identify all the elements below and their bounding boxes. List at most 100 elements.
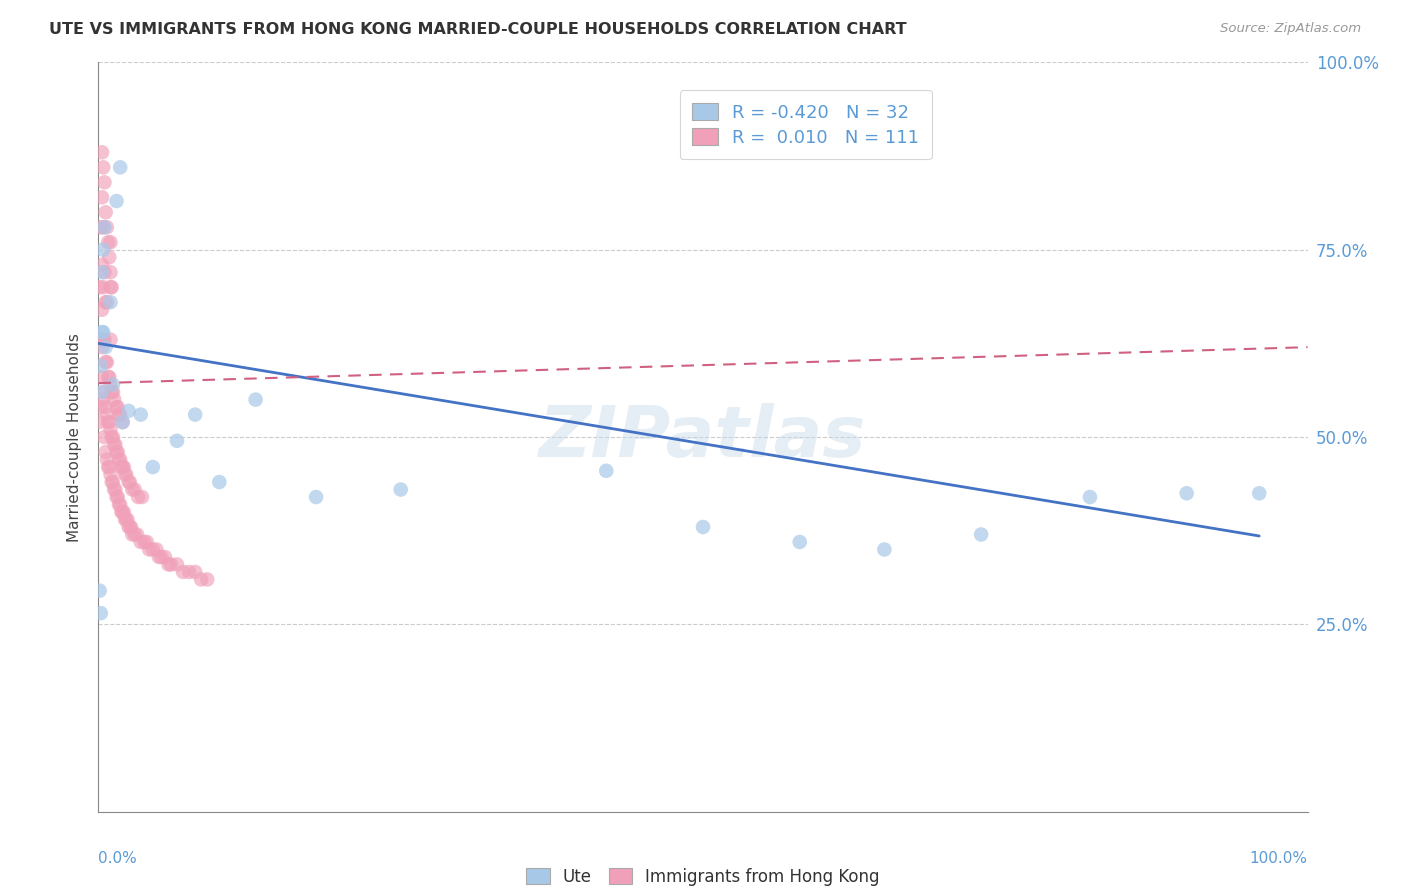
Point [91, 220, 114, 235]
Point [101, 377, 124, 392]
Point [107, 490, 129, 504]
Point [91, 280, 114, 294]
Point [91, 145, 114, 160]
Point [184, 565, 207, 579]
Point [108, 452, 131, 467]
Point [970, 527, 993, 541]
Point [873, 542, 896, 557]
Point [100, 333, 122, 347]
Point [118, 520, 141, 534]
Point [97, 460, 120, 475]
Point [195, 573, 218, 587]
Point [91, 325, 114, 339]
Point [90, 333, 112, 347]
Point [124, 527, 146, 541]
Point [111, 505, 134, 519]
Legend: Ute, Immigrants from Hong Kong: Ute, Immigrants from Hong Kong [520, 862, 886, 892]
Point [100, 265, 122, 279]
Point [142, 460, 165, 475]
Point [94, 340, 117, 354]
Point [100, 430, 122, 444]
Point [98, 415, 121, 429]
Point [90, 606, 112, 620]
Point [96, 408, 118, 422]
Point [94, 295, 117, 310]
Point [1175, 486, 1198, 500]
Text: Source: ZipAtlas.com: Source: ZipAtlas.com [1220, 22, 1361, 36]
Point [124, 483, 146, 497]
Point [93, 333, 115, 347]
Point [115, 512, 138, 526]
Point [100, 467, 122, 482]
Point [118, 520, 141, 534]
Point [108, 498, 131, 512]
Point [118, 475, 141, 489]
Point [110, 460, 132, 475]
Point [110, 505, 132, 519]
Point [91, 265, 114, 279]
Point [91, 333, 114, 347]
Point [1078, 490, 1101, 504]
Point [100, 385, 122, 400]
Point [108, 408, 131, 422]
Point [89, 280, 111, 294]
Point [100, 280, 122, 294]
Point [114, 512, 136, 526]
Point [101, 430, 124, 444]
Point [103, 437, 125, 451]
Point [91, 302, 114, 317]
Point [121, 527, 143, 541]
Point [94, 355, 117, 369]
Point [93, 385, 115, 400]
Point [111, 460, 134, 475]
Point [789, 535, 811, 549]
Point [91, 161, 114, 175]
Point [179, 565, 201, 579]
Point [172, 565, 194, 579]
Point [111, 415, 134, 429]
Point [115, 467, 138, 482]
Point [98, 250, 121, 264]
Point [93, 265, 115, 279]
Point [112, 505, 135, 519]
Point [91, 258, 114, 272]
Point [105, 445, 128, 459]
Point [305, 490, 328, 504]
Point [100, 280, 122, 294]
Point [111, 415, 134, 429]
Point [121, 483, 143, 497]
Point [100, 295, 122, 310]
Point [127, 490, 149, 504]
Point [91, 392, 114, 407]
Point [105, 400, 128, 414]
Point [104, 483, 127, 497]
Point [134, 535, 156, 549]
Point [96, 220, 118, 235]
Point [98, 370, 121, 384]
Point [101, 385, 124, 400]
Point [101, 475, 124, 489]
Point [114, 467, 136, 482]
Point [184, 408, 207, 422]
Point [166, 558, 188, 572]
Point [98, 460, 121, 475]
Point [160, 558, 183, 572]
Point [105, 490, 128, 504]
Point [127, 527, 149, 541]
Point [93, 220, 115, 235]
Text: 0.0%: 0.0% [98, 851, 138, 865]
Point [91, 190, 114, 204]
Point [91, 340, 114, 354]
Point [94, 205, 117, 219]
Point [118, 475, 141, 489]
Point [208, 475, 231, 489]
Point [129, 408, 152, 422]
Point [120, 520, 142, 534]
Point [107, 400, 129, 414]
Point [93, 175, 115, 189]
Point [157, 558, 180, 572]
Point [100, 475, 122, 489]
Point [89, 583, 111, 598]
Point [692, 520, 714, 534]
Point [145, 542, 167, 557]
